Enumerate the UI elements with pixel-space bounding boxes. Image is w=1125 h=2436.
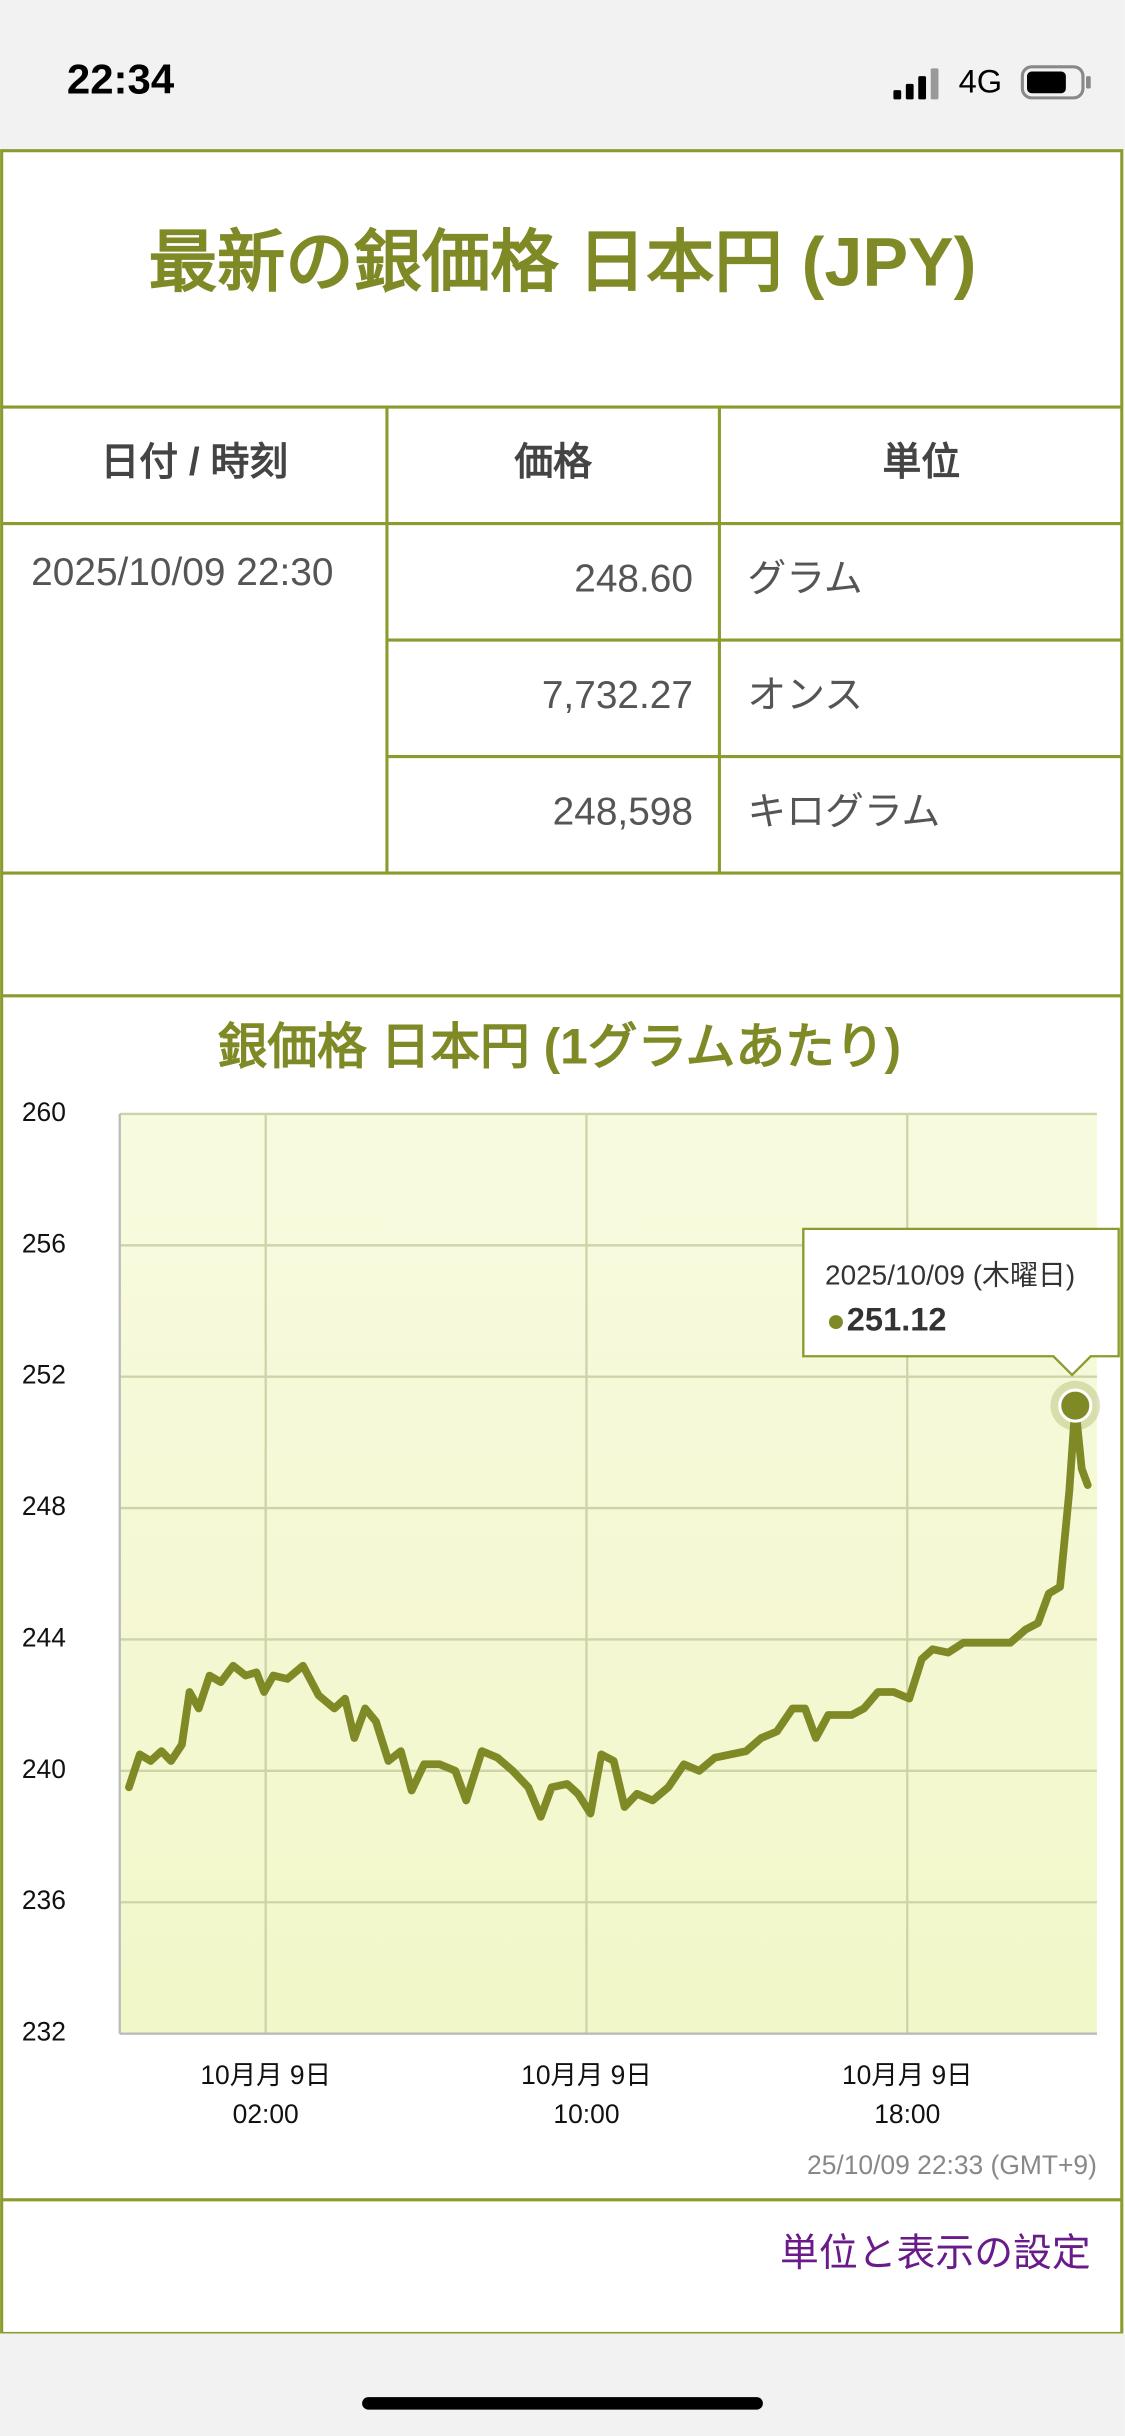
battery-icon <box>1020 65 1091 100</box>
settings-link[interactable]: 単位と表示の設定 <box>780 2232 1091 2275</box>
x-tick-label: 10月月 9日 02:00 <box>200 2060 331 2129</box>
x-tick-label: 10月月 9日 10:00 <box>521 2060 652 2129</box>
table-unit: グラム <box>747 557 862 600</box>
home-indicator <box>362 2397 763 2410</box>
table-header: 単位 <box>883 441 961 484</box>
tooltip-dot <box>828 1315 843 1330</box>
table-header: 価格 <box>513 441 593 484</box>
table-price: 7,732.27 <box>542 674 693 717</box>
table-lines <box>1 405 1122 2202</box>
chart-footnote: 25/10/09 22:33 (GMT+9) <box>807 2150 1097 2180</box>
page-title: 最新の銀価格 日本円 (JPY) <box>149 224 977 300</box>
x-tick-label: 10月月 9日 18:00 <box>842 2060 973 2129</box>
y-tick-label: 240 <box>22 1754 66 1784</box>
tooltip-box <box>802 1227 1120 1377</box>
highlight-point <box>1058 1388 1093 1423</box>
table-unit: キログラム <box>747 790 940 833</box>
tooltip-date: 2025/10/09 (木曜日) <box>825 1259 1075 1290</box>
table-rows: 248.60 グラム 7,732.27 オンス 248,598 キログラム <box>542 557 941 833</box>
bottom-bar <box>0 2333 1125 2436</box>
y-tick-label: 236 <box>22 1885 66 1915</box>
chart-title: 銀価格 日本円 (1グラムあたり) <box>218 1018 901 1074</box>
tooltip: 2025/10/09 (木曜日) 251.12 <box>802 1227 1120 1377</box>
table-price: 248.60 <box>574 557 693 600</box>
signal-icon <box>893 68 939 100</box>
network: 4G <box>959 63 1003 100</box>
price-line <box>125 1401 1092 1821</box>
y-tick-label: 252 <box>22 1360 66 1390</box>
y-tick-label: 248 <box>22 1491 66 1521</box>
clock: 22:34 <box>67 55 175 102</box>
tooltip-value: 251.12 <box>847 1301 947 1338</box>
table-price: 248,598 <box>553 790 693 833</box>
y-tick-label: 256 <box>22 1228 66 1258</box>
y-tick-label: 260 <box>22 1097 66 1127</box>
table-header: 日付 / 時刻 <box>100 441 288 484</box>
table-date: 2025/10/09 22:30 <box>31 551 333 594</box>
table-unit: オンス <box>747 674 863 717</box>
y-tick-label: 244 <box>22 1622 66 1652</box>
y-tick-label: 232 <box>22 2017 66 2047</box>
